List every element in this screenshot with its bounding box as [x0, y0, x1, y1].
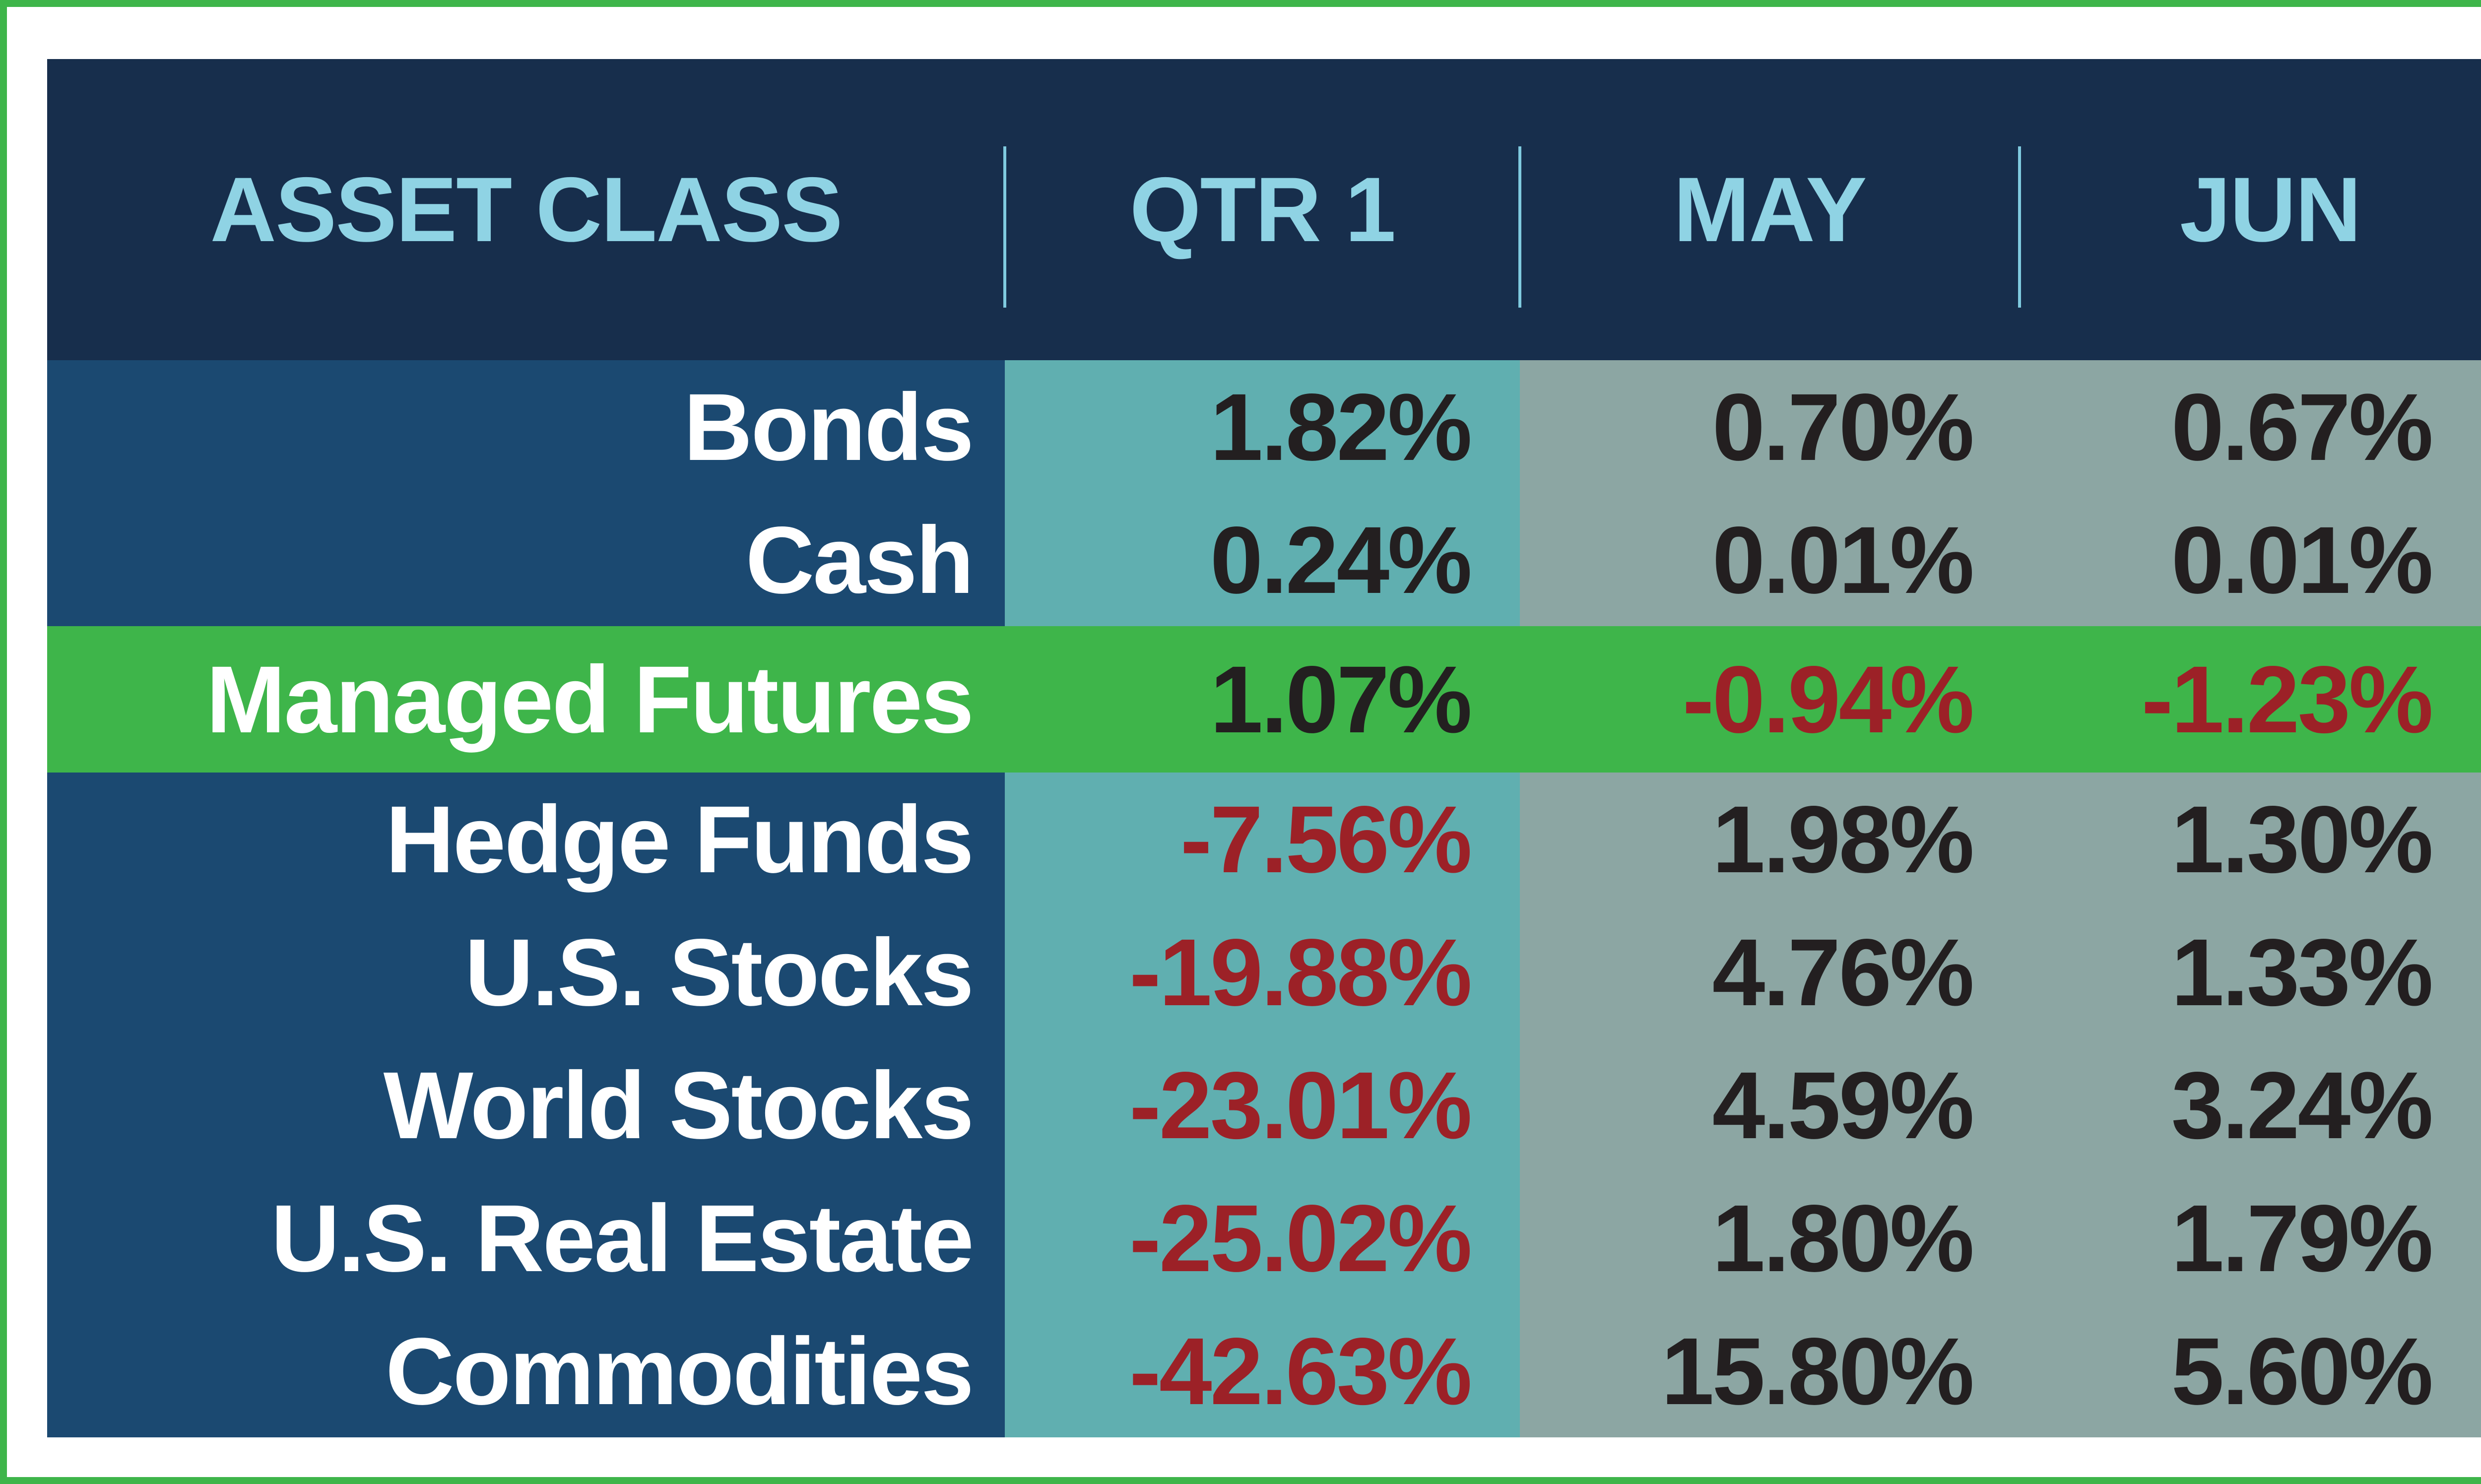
cell-cash-qtr1: 0.24%: [1005, 493, 1520, 626]
cell-us-real-estate-name: U.S. Real Estate: [47, 1171, 1005, 1304]
cell-cash-name: Cash: [47, 493, 1005, 626]
cell-commodities-jun: 5.60%: [2020, 1304, 2481, 1437]
cell-us-stocks-may: 4.76%: [1520, 905, 2020, 1038]
value: 15.80%: [1661, 1317, 1974, 1424]
cell-hedge-funds-jun: 1.30%: [2020, 773, 2481, 905]
value: -7.56%: [1180, 785, 1472, 893]
value: 0.01%: [2171, 506, 2433, 613]
cell-commodities-may: 15.80%: [1520, 1304, 2020, 1437]
value: -1.23%: [2141, 646, 2433, 753]
value: 1.80%: [1712, 1184, 1974, 1291]
cell-us-real-estate-qtr1: -25.02%: [1005, 1171, 1520, 1304]
value: 4.76%: [1712, 918, 1974, 1026]
cell-us-real-estate-jun: 1.79%: [2020, 1171, 2481, 1304]
value: 0.70%: [1712, 373, 1974, 480]
value: 1.98%: [1712, 785, 1974, 893]
row-label: World Stocks: [383, 1051, 974, 1159]
row-label: Managed Futures: [206, 646, 974, 753]
header-label: JUN: [2179, 158, 2361, 261]
row-label: Commodities: [385, 1317, 974, 1424]
value: 1.79%: [2171, 1184, 2433, 1291]
cell-world-stocks-may: 4.59%: [1520, 1038, 2020, 1171]
value: 4.59%: [1712, 1051, 1974, 1159]
header-row: ASSET CLASS QTR 1 MAY JUN 2020: [47, 59, 2481, 360]
table-row-managed-futures-highlighted: Managed Futures 1.07% -0.94% -1.23% -0.7…: [47, 626, 2481, 773]
table-area: ASSET CLASS QTR 1 MAY JUN 2020 Bonds 1.8…: [47, 59, 2481, 1437]
cell-bonds-may: 0.70%: [1520, 360, 2020, 493]
header-label: ASSET CLASS: [210, 158, 843, 261]
table-row-commodities: Commodities -42.63% 15.80% 5.60% -36.03%: [47, 1304, 2481, 1437]
row-label: Cash: [745, 506, 974, 613]
value: 5.60%: [2171, 1317, 2433, 1424]
row-label: Bonds: [683, 373, 974, 480]
cell-us-real-estate-may: 1.80%: [1520, 1171, 2020, 1304]
value: -25.02%: [1129, 1184, 1472, 1291]
value: -19.88%: [1129, 918, 1472, 1026]
cell-us-stocks-jun: 1.33%: [2020, 905, 2481, 1038]
cell-world-stocks-name: World Stocks: [47, 1038, 1005, 1171]
cell-managed-futures-jun: -1.23%: [2020, 626, 2481, 773]
header-cell-asset-class: ASSET CLASS: [47, 59, 1006, 360]
value: 0.01%: [1712, 506, 1974, 613]
cell-commodities-name: Commodities: [47, 1304, 1005, 1437]
value: 0.24%: [1210, 506, 1472, 613]
cell-commodities-qtr1: -42.63%: [1005, 1304, 1520, 1437]
table: ASSET CLASS QTR 1 MAY JUN 2020 Bonds 1.8…: [47, 59, 2481, 1437]
value: 1.33%: [2171, 918, 2433, 1026]
table-row-cash: Cash 0.24% 0.01% 0.01% 0.27%: [47, 493, 2481, 626]
cell-bonds-qtr1: 1.82%: [1005, 360, 1520, 493]
header-label: MAY: [1673, 158, 1867, 261]
table-row-us-stocks: U.S. Stocks -19.88% 4.76% 1.33% -3.58%: [47, 905, 2481, 1038]
cell-bonds-name: Bonds: [47, 360, 1005, 493]
cell-hedge-funds-qtr1: -7.56%: [1005, 773, 1520, 905]
value: 1.30%: [2171, 785, 2433, 893]
table-row-bonds: Bonds 1.82% 0.70% 0.67% 6.04%: [47, 360, 2481, 493]
cell-hedge-funds-name: Hedge Funds: [47, 773, 1005, 905]
cell-us-stocks-qtr1: -19.88%: [1005, 905, 1520, 1038]
value: -23.01%: [1129, 1051, 1472, 1159]
row-label: Hedge Funds: [385, 785, 974, 893]
cell-managed-futures-may: -0.94%: [1520, 626, 2020, 773]
table-row-us-real-estate: U.S. Real Estate -25.02% 1.80% 1.79% -14…: [47, 1171, 2481, 1304]
row-label: U.S. Stocks: [464, 918, 974, 1026]
cell-us-stocks-name: U.S. Stocks: [47, 905, 1005, 1038]
header-label: QTR 1: [1129, 158, 1396, 261]
table-row-hedge-funds: Hedge Funds -7.56% 1.98% 1.30% -1.56%: [47, 773, 2481, 905]
header-cell-may: MAY: [1520, 59, 2021, 360]
cell-world-stocks-qtr1: -23.01%: [1005, 1038, 1520, 1171]
value: 3.24%: [2171, 1051, 2433, 1159]
cell-cash-jun: 0.01%: [2020, 493, 2481, 626]
value: 1.07%: [1210, 646, 1472, 753]
value: -0.94%: [1682, 646, 1974, 753]
cell-managed-futures-qtr1: 1.07%: [1005, 626, 1520, 773]
row-label: U.S. Real Estate: [271, 1184, 974, 1291]
value: 0.67%: [2171, 373, 2433, 480]
table-row-world-stocks: World Stocks -23.01% 4.59% 3.24% -11.57%: [47, 1038, 2481, 1171]
value: 1.82%: [1210, 373, 1472, 480]
cell-world-stocks-jun: 3.24%: [2020, 1038, 2481, 1171]
cell-bonds-jun: 0.67%: [2020, 360, 2481, 493]
header-cell-jun: JUN: [2020, 59, 2481, 360]
cell-managed-futures-name: Managed Futures: [47, 626, 1005, 773]
cell-cash-may: 0.01%: [1520, 493, 2020, 626]
header-cell-qtr1: QTR 1: [1005, 59, 1521, 360]
value: -42.63%: [1129, 1317, 1472, 1424]
cell-hedge-funds-may: 1.98%: [1520, 773, 2020, 905]
